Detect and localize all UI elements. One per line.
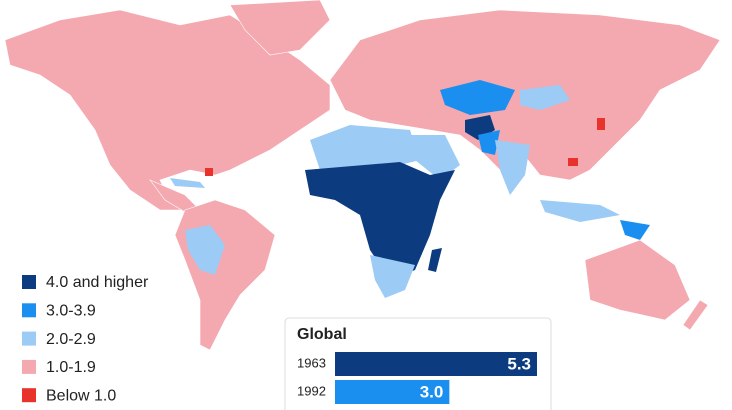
madagascar <box>428 248 442 272</box>
value-label: 5.3 <box>507 354 531 373</box>
australia <box>584 239 691 321</box>
south-america <box>174 199 276 351</box>
legend-swatch <box>22 275 36 289</box>
southern-africa <box>370 255 415 298</box>
greenland <box>229 0 331 56</box>
legend-label: 1.0-1.9 <box>46 359 96 376</box>
legend-swatch <box>22 331 36 346</box>
north-america <box>4 9 331 211</box>
legend-label: Below 1.0 <box>46 387 116 404</box>
legend: 4.0 and higher 3.0-3.9 2.0-2.9 1.0-1.9 Below… <box>22 274 149 404</box>
bar <box>335 352 537 376</box>
world-map <box>4 0 721 351</box>
puerto-rico <box>205 168 213 176</box>
legend-swatch <box>22 388 36 403</box>
southeast-asia <box>540 200 620 222</box>
middle-east <box>410 135 460 180</box>
central-asia <box>440 80 515 115</box>
mongolia <box>520 85 570 110</box>
legend-label: 2.0-2.9 <box>46 331 96 348</box>
korea <box>597 118 605 130</box>
pakistan <box>478 130 500 155</box>
africa <box>305 162 455 280</box>
legend-label: 4.0 and higher <box>46 274 149 291</box>
legend-label: 3.0-3.9 <box>46 303 96 320</box>
hong-kong <box>568 158 578 166</box>
bars: 1963 5.3 1992 3.0 <box>297 352 537 404</box>
new-zealand <box>682 299 709 331</box>
caribbean <box>170 178 205 188</box>
south-america-blue <box>185 225 225 275</box>
year-label: 1963 <box>297 355 326 370</box>
year-label: 1992 <box>297 383 326 398</box>
value-label: 3.0 <box>420 382 444 401</box>
legend-swatch <box>22 303 36 318</box>
legend-swatch <box>22 359 36 374</box>
papua <box>620 220 650 240</box>
bar <box>335 380 450 404</box>
south-asia <box>495 140 530 195</box>
global-inset: Global 1963 5.3 1992 3.0 <box>284 317 552 410</box>
inset-title: Global <box>297 326 347 343</box>
north-africa <box>310 125 420 170</box>
